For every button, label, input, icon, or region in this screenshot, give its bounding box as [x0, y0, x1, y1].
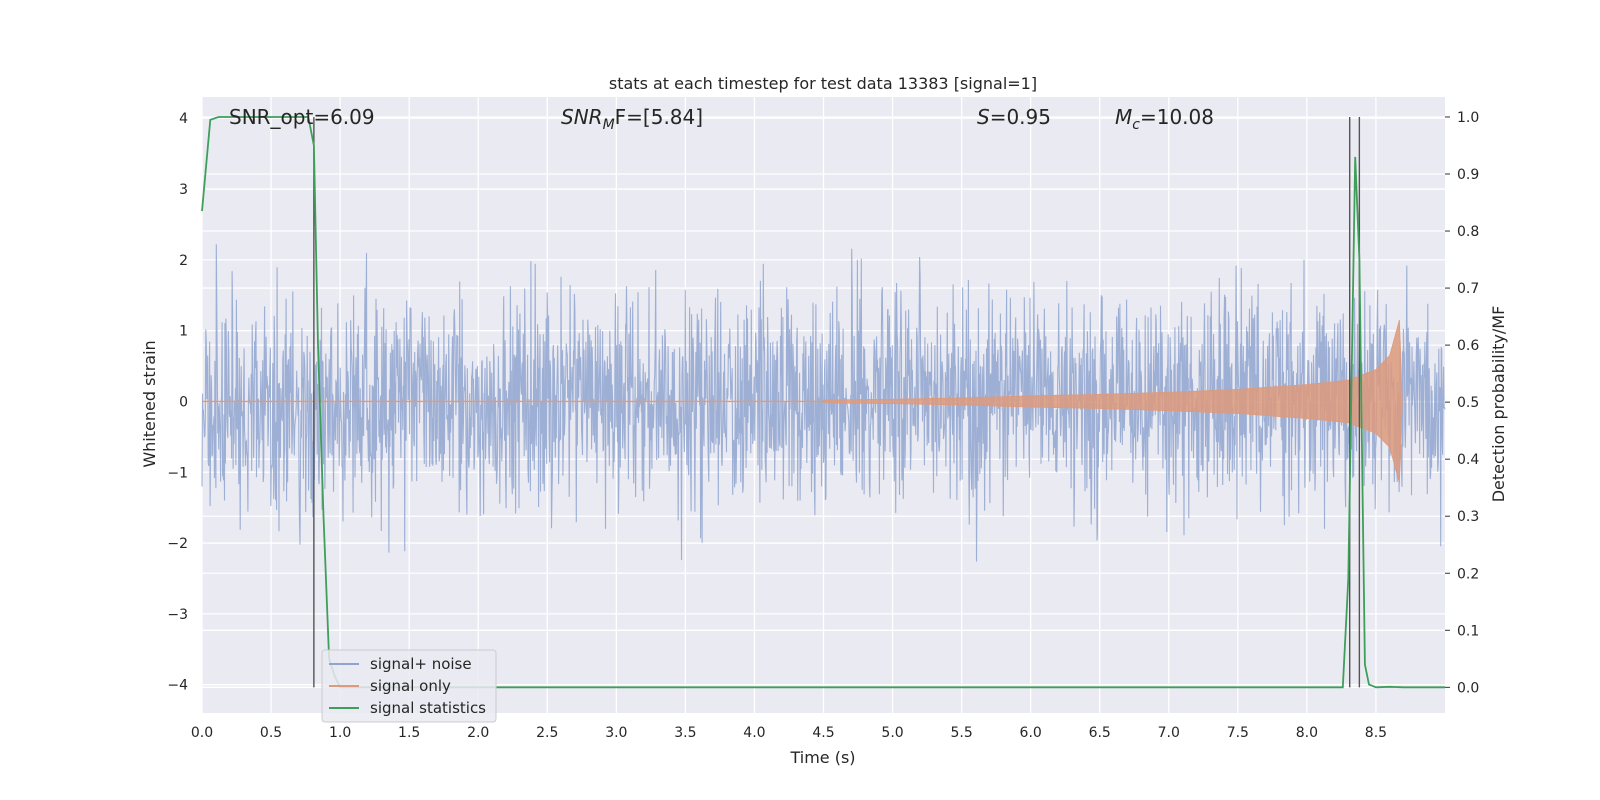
legend-box — [321, 649, 497, 723]
legend-label-stats: signal statistics — [370, 699, 486, 717]
legend: signal+ noise signal only signal statist… — [321, 649, 497, 723]
x-tick-label: 5.0 — [881, 725, 903, 741]
y-tick-label: −2 — [167, 536, 188, 552]
y2-tick-label: 0.9 — [1457, 167, 1479, 183]
y2-axis-label: Detection probability/MF — [1489, 306, 1508, 503]
y-tick-label: 3 — [179, 182, 188, 198]
legend-label-noise: signal+ noise — [370, 655, 472, 673]
x-tick-label: 3.0 — [605, 725, 627, 741]
snr-mf-main: SNR — [561, 105, 603, 129]
y-tick-label: 0 — [179, 394, 188, 410]
x-tick-label: 0.0 — [191, 725, 213, 741]
chart-title: stats at each timestep for test data 133… — [609, 74, 1037, 93]
y2-tick-label: 0.6 — [1457, 338, 1479, 354]
annotation-mc: Mc=10.08 — [1115, 105, 1214, 133]
x-tick-label: 2.0 — [467, 725, 489, 741]
signal-envelope — [823, 319, 1403, 484]
snr-mf-sub: M — [603, 117, 615, 133]
x-tick-label: 0.5 — [260, 725, 282, 741]
y2-tick-label: 0.7 — [1457, 281, 1479, 297]
legend-label-signal: signal only — [370, 677, 451, 695]
x-tick-label: 4.0 — [743, 725, 765, 741]
s-var: S — [977, 105, 990, 129]
mc-sub: c — [1132, 117, 1140, 133]
y2-tick-label: 1.0 — [1457, 110, 1479, 126]
mc-rest: =10.08 — [1140, 105, 1214, 129]
x-tick-label: 4.5 — [812, 725, 834, 741]
x-tick-label: 6.0 — [1020, 725, 1042, 741]
annotation-snr-opt: SNR_opt=6.09 — [229, 105, 375, 129]
y2-tick-label: 0.4 — [1457, 452, 1479, 468]
x-tick-label: 1.5 — [398, 725, 420, 741]
y-tick-label: −4 — [167, 678, 188, 694]
x-tick-label: 8.0 — [1296, 725, 1318, 741]
series-signal-only — [202, 319, 1403, 484]
annotation-snr-mf: SNRMF=[5.84] — [561, 105, 703, 133]
tick-labels: 0.0 0.5 1.0 1.5 2.0 2.5 3.0 3.5 4.0 4.5 5.0 5.5 6.0 6… — [167, 110, 1479, 741]
y-tick-label: 4 — [179, 111, 188, 127]
x-tick-label: 3.5 — [674, 725, 696, 741]
y-tick-label: 2 — [179, 253, 188, 269]
x-tick-label: 6.5 — [1089, 725, 1111, 741]
y-tick-label: 1 — [179, 324, 188, 340]
marker-lines — [313, 116, 1361, 688]
x-tick-label: 7.0 — [1158, 725, 1180, 741]
x-tick-label: 5.5 — [950, 725, 972, 741]
x-tick-label: 2.5 — [536, 725, 558, 741]
y2-tick-label: 0.2 — [1457, 566, 1479, 582]
y-tick-label: −1 — [167, 465, 188, 481]
x-axis-label: Time (s) — [789, 748, 855, 767]
s-rest: =0.95 — [990, 105, 1051, 129]
series-signal-noise — [201, 244, 1446, 562]
x-tick-label: 1.0 — [329, 725, 351, 741]
annotation-s: S=0.95 — [977, 105, 1051, 129]
mc-var: M — [1115, 105, 1132, 129]
y2-tick-label: 0.0 — [1457, 680, 1479, 696]
x-tick-label: 7.5 — [1227, 725, 1249, 741]
y-axis-label: Whitened strain — [140, 340, 159, 467]
y2-tick-label: 0.3 — [1457, 509, 1479, 525]
x-tick-label: 8.5 — [1365, 725, 1387, 741]
snr-mf-rest: F=[5.84] — [615, 105, 703, 129]
y-tick-label: −3 — [167, 607, 188, 623]
y2-tick-label: 0.1 — [1457, 623, 1479, 639]
noise-trace — [201, 244, 1446, 562]
y2-tick-label: 0.8 — [1457, 224, 1479, 240]
y2-tick-label: 0.5 — [1457, 395, 1479, 411]
